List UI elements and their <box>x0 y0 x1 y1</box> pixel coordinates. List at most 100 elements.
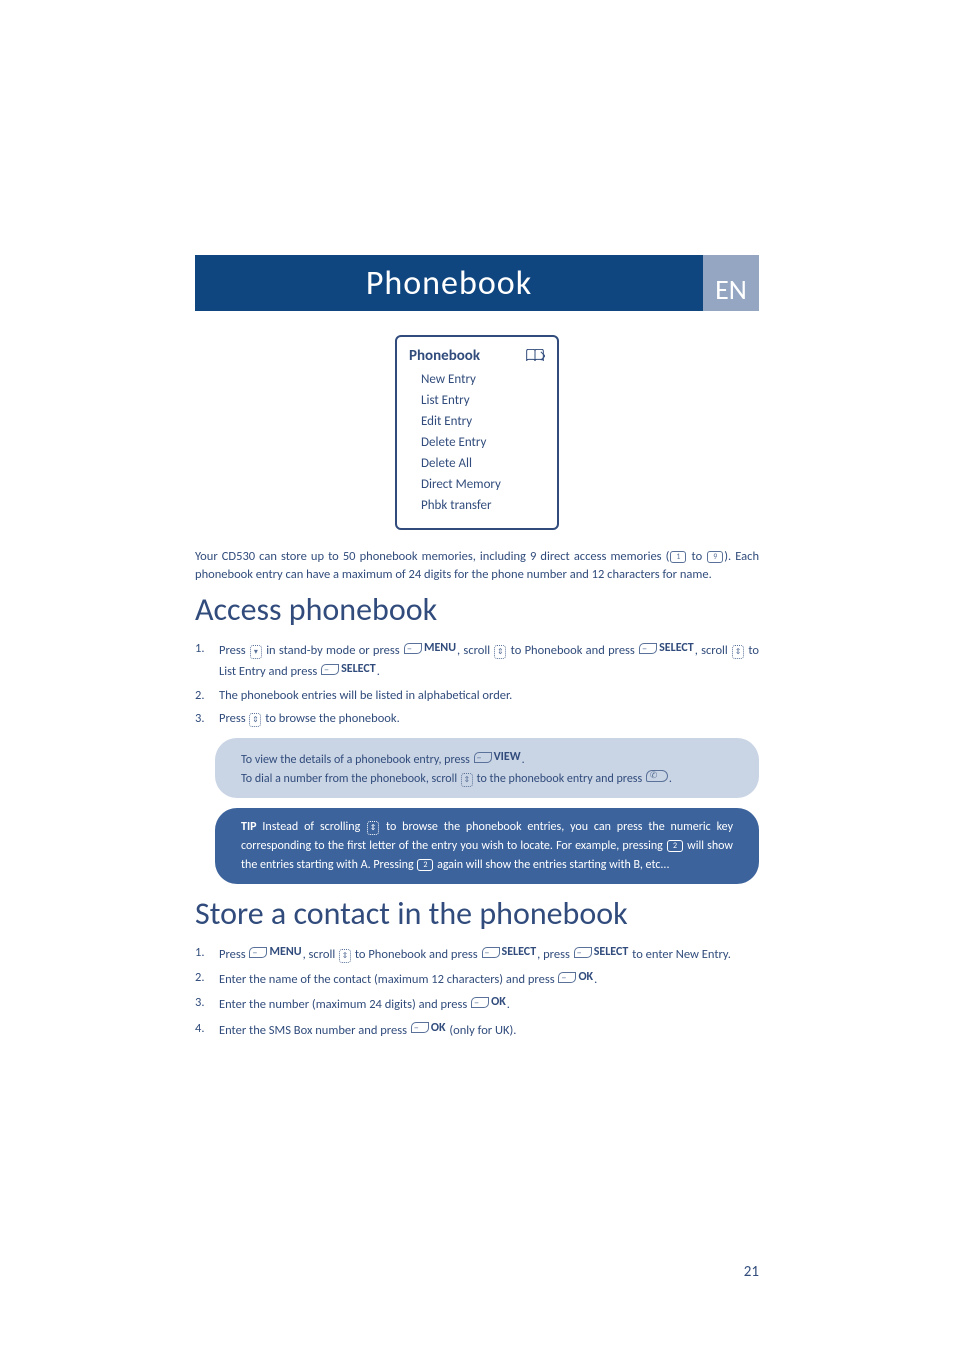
softkey-label: OK <box>431 1019 446 1038</box>
step-body: Press ▾ in stand-by mode or press MENU, … <box>219 639 759 681</box>
softkey-label: OK <box>491 993 506 1012</box>
down-key-icon: ▾ <box>250 645 262 659</box>
softkey-icon <box>574 947 592 958</box>
text: to Phonebook and press <box>507 643 638 658</box>
softkey-select: SELECT <box>482 943 537 962</box>
text: . <box>507 997 510 1012</box>
text: Instead of scrolling <box>257 820 367 834</box>
scroll-key-icon: ⇕ <box>461 773 473 787</box>
tip-box-dark: TIP Instead of scrolling ⇕ to browse the… <box>215 808 759 884</box>
text: , scroll <box>457 643 493 658</box>
store-steps: 1. Press MENU, scroll ⇕ to Phonebook and… <box>195 943 759 1040</box>
softkey-menu: MENU <box>249 943 301 962</box>
step-body: Enter the name of the contact (maximum 1… <box>219 968 759 989</box>
scroll-key-icon: ⇕ <box>339 949 351 963</box>
text: , press <box>537 947 573 962</box>
text: to Phonebook and press <box>352 947 481 962</box>
softkey-icon <box>639 643 657 654</box>
text: To view the details of a phonebook entry… <box>241 753 473 767</box>
softkey-ok: OK <box>471 993 506 1012</box>
screen-item: List Entry <box>409 390 545 411</box>
text: , scroll <box>303 947 338 962</box>
scroll-key-icon: ⇕ <box>732 645 744 659</box>
softkey-ok: OK <box>411 1019 446 1038</box>
softkey-icon <box>482 947 500 958</box>
key-9-icon: 9 <box>707 551 723 563</box>
tip-box-light: To view the details of a phonebook entry… <box>215 738 759 798</box>
text: to enter New Entry. <box>629 947 731 962</box>
text: Enter the number (maximum 24 digits) and… <box>219 997 470 1012</box>
softkey-label: OK <box>578 968 593 987</box>
screen-item: Direct Memory <box>409 474 545 495</box>
section-heading-access: Access phonebook <box>195 590 759 629</box>
softkey-label: SELECT <box>502 943 537 962</box>
softkey-label: VIEW <box>494 748 521 767</box>
screen-item: Delete Entry <box>409 432 545 453</box>
softkey-view: VIEW <box>474 748 521 767</box>
softkey-icon <box>474 752 492 763</box>
step-number: 3. <box>195 993 219 1014</box>
screen-item: Phbk transfer <box>409 495 545 516</box>
phone-screen-mock: Phonebook New Entry List Entry Edit Entr… <box>395 335 559 530</box>
key-2-icon: 2 <box>417 859 433 871</box>
page-number: 21 <box>744 1263 759 1281</box>
text: Press <box>219 947 248 962</box>
text: in stand-by mode or press <box>263 643 403 658</box>
softkey-select: SELECT <box>574 943 629 962</box>
step-body: Press MENU, scroll ⇕ to Phonebook and pr… <box>219 943 759 964</box>
softkey-menu: MENU <box>404 639 456 658</box>
key-2-icon: 2 <box>667 840 683 852</box>
intro-text: to <box>687 549 706 564</box>
intro-text: Your CD530 can store up to 50 phonebook … <box>195 549 669 564</box>
softkey-icon <box>404 643 422 654</box>
softkey-label: MENU <box>424 639 456 658</box>
softkey-select: SELECT <box>321 660 376 679</box>
scroll-key-icon: ⇕ <box>494 645 506 659</box>
softkey-icon <box>558 972 576 983</box>
screen-title: Phonebook <box>409 347 480 365</box>
softkey-select: SELECT <box>639 639 694 658</box>
softkey-icon <box>249 947 267 958</box>
access-steps: 1. Press ▾ in stand-by mode or press MEN… <box>195 639 759 728</box>
step-body: Enter the SMS Box number and press OK (o… <box>219 1019 759 1040</box>
text: (only for UK). <box>447 1022 517 1037</box>
text: Enter the name of the contact (maximum 1… <box>219 972 557 987</box>
step-number: 1. <box>195 943 219 964</box>
scroll-key-icon: ⇕ <box>249 713 261 727</box>
step-number: 2. <box>195 968 219 989</box>
step-body: Enter the number (maximum 24 digits) and… <box>219 993 759 1014</box>
softkey-label: MENU <box>269 943 301 962</box>
header-title-area: Phonebook <box>195 255 703 311</box>
softkey-icon <box>471 997 489 1008</box>
language-badge: EN <box>703 255 759 311</box>
text: again will show the entries starting wit… <box>434 858 669 872</box>
softkey-label: SELECT <box>341 660 376 679</box>
screen-item: Delete All <box>409 453 545 474</box>
step-body: The phonebook entries will be listed in … <box>219 686 759 705</box>
softkey-label: SELECT <box>659 639 694 658</box>
text: Enter the SMS Box number and press <box>219 1022 410 1037</box>
step-body: Press ⇕ to browse the phonebook. <box>219 709 759 728</box>
text: Press <box>219 643 249 658</box>
step-number: 2. <box>195 686 219 705</box>
text: . <box>594 972 597 987</box>
softkey-label: SELECT <box>594 943 629 962</box>
phonebook-icon <box>525 349 545 363</box>
call-key-icon <box>646 770 668 782</box>
intro-paragraph: Your CD530 can store up to 50 phonebook … <box>195 548 759 584</box>
section-heading-store: Store a contact in the phonebook <box>195 894 759 933</box>
step-number: 3. <box>195 709 219 728</box>
text: Press <box>219 711 248 726</box>
step-number: 1. <box>195 639 219 681</box>
step-number: 4. <box>195 1019 219 1040</box>
tip-label: TIP <box>241 820 257 834</box>
softkey-icon <box>321 664 339 675</box>
page-header: Phonebook EN <box>195 255 759 311</box>
tip-line: To view the details of a phonebook entry… <box>241 748 733 769</box>
tip-line: To dial a number from the phonebook, scr… <box>241 770 733 789</box>
screen-item: Edit Entry <box>409 411 545 432</box>
text: to browse the phonebook. <box>262 711 399 726</box>
scroll-key-icon: ⇕ <box>367 821 379 835</box>
text: . <box>522 753 525 767</box>
text: to the phonebook entry and press <box>474 772 645 786</box>
